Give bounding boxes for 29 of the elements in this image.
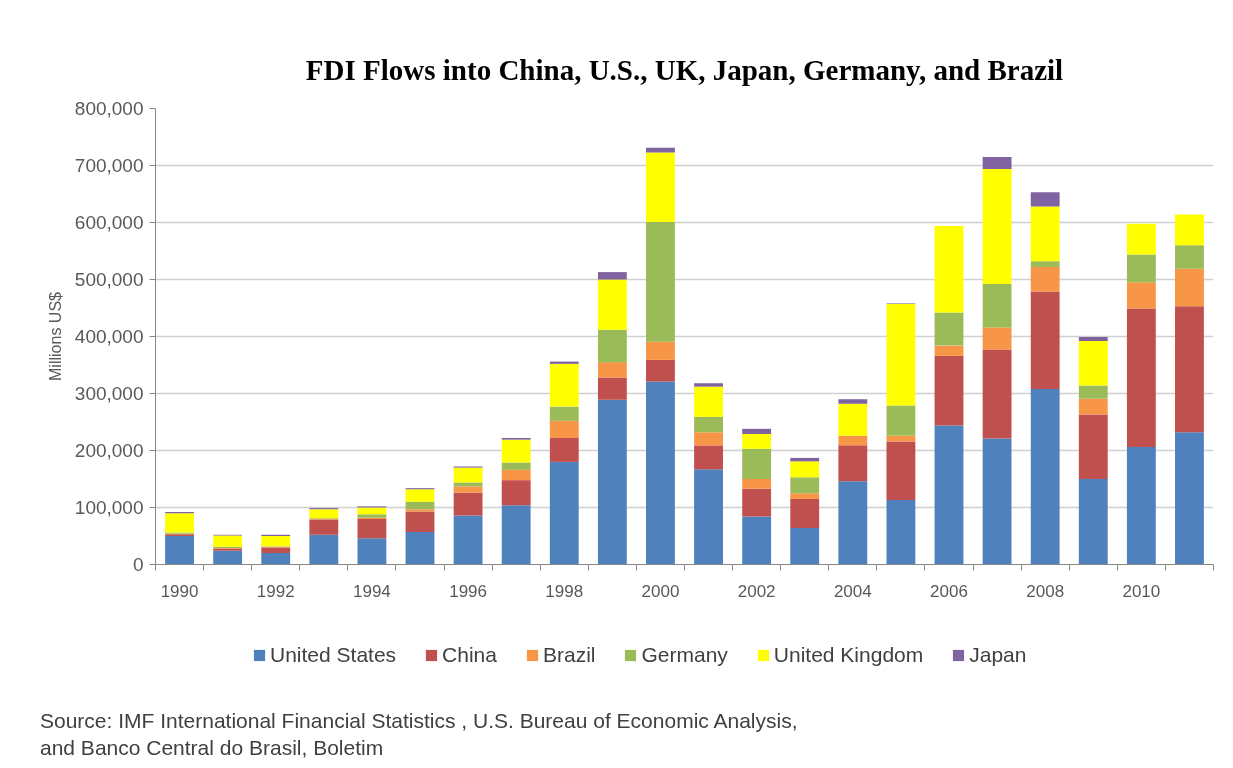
- legend-label: United Kingdom: [773, 643, 924, 667]
- x-tick-label: 2006: [930, 581, 968, 601]
- y-tick-label: 600,000: [74, 212, 144, 233]
- source-note: Source: IMF International Financial Statistics , U.S. Bureau of Economic Analysis, and Banco Central do Brasil, Boletim: [40, 708, 798, 762]
- x-tick-label: 2010: [1122, 581, 1161, 601]
- y-tick-label: 800,000: [74, 98, 144, 119]
- x-tick-label: 2008: [1026, 581, 1065, 601]
- y-tick-label: 500,000: [74, 269, 144, 290]
- legend-label: China: [442, 643, 497, 667]
- y-tick-label: 700,000: [74, 155, 144, 176]
- y-tick-label: 200,000: [74, 440, 144, 461]
- x-tick-label: 1996: [449, 581, 488, 601]
- x-tick-label: 1994: [353, 581, 391, 601]
- y-tick-label: 400,000: [74, 326, 144, 347]
- chart-title: FDI Flows into China, U.S., UK, Japan, Germany, and Brazil: [305, 53, 1064, 86]
- y-tick-label: 300,000: [74, 383, 144, 404]
- x-tick-label: 2000: [641, 581, 680, 601]
- x-tick-label: 1998: [545, 581, 584, 601]
- x-tick-label: 2002: [737, 581, 776, 601]
- legend-label: United States: [270, 643, 397, 667]
- legend-label: Brazil: [542, 643, 596, 667]
- x-tick-label: 2004: [833, 581, 872, 601]
- y-axis-title: Millions US$: [46, 291, 64, 381]
- y-tick-label: 0: [132, 554, 144, 575]
- x-tick-label: 1990: [160, 581, 199, 601]
- x-tick-label: 1992: [256, 581, 295, 601]
- legend-label: Germany: [641, 643, 728, 667]
- y-tick-label: 100,000: [74, 497, 144, 518]
- legend-label: Japan: [969, 643, 1027, 667]
